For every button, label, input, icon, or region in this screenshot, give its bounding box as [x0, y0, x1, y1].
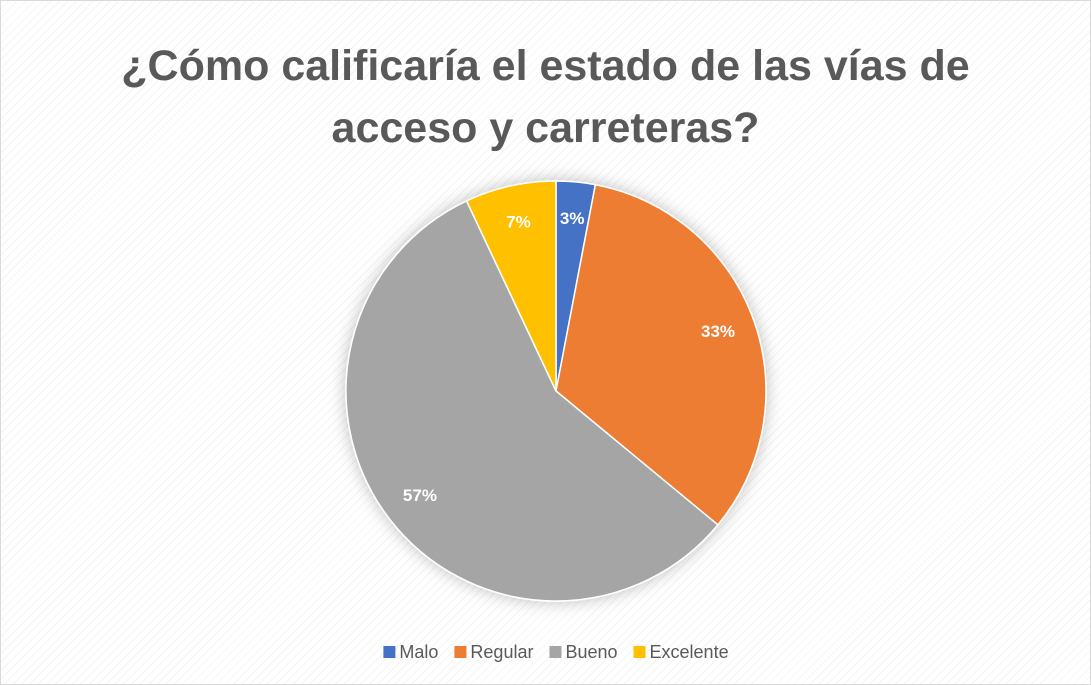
legend-label: Malo — [399, 642, 438, 662]
data-label: 57% — [403, 486, 437, 505]
pie-slice — [345, 199, 719, 602]
data-label: 3% — [560, 209, 585, 228]
pie-slice — [465, 180, 557, 392]
legend-swatch — [549, 646, 562, 658]
legend-label: Bueno — [565, 642, 617, 662]
legend-label: Regular — [470, 642, 533, 662]
legend-swatch — [454, 646, 467, 658]
chart-title: ¿Cómo calificaría el estado de las vías … — [121, 42, 970, 152]
legend-swatch — [383, 646, 396, 658]
pie-slice — [555, 183, 767, 526]
legend-label: Excelente — [650, 642, 729, 662]
data-label: 7% — [506, 212, 531, 231]
pie — [345, 180, 767, 602]
data-label: 33% — [701, 322, 735, 341]
legend-swatch — [633, 646, 646, 658]
